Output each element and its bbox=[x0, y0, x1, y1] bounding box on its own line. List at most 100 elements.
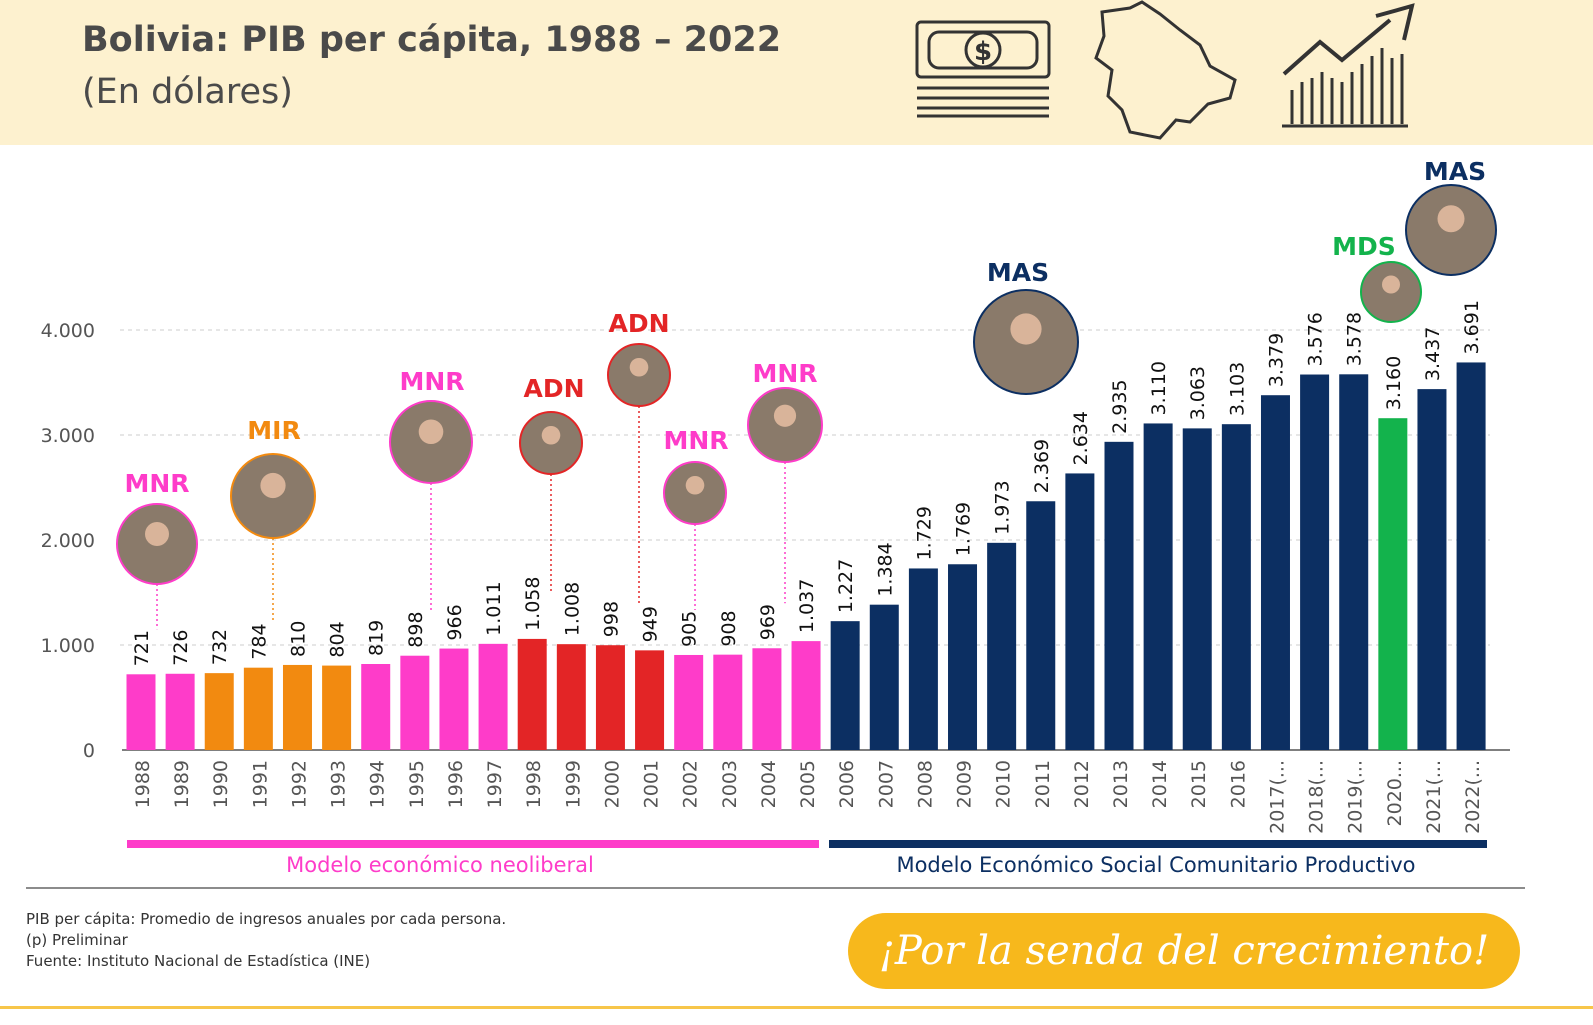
portrait-face bbox=[773, 404, 797, 427]
bar-2008 bbox=[908, 568, 938, 750]
bar-2014 bbox=[1143, 423, 1173, 750]
growth-chart-icon bbox=[1282, 3, 1415, 128]
bar-2013 bbox=[1104, 441, 1134, 750]
party-label-MDS: MDS bbox=[1332, 232, 1396, 261]
x-tick-label: 2000 bbox=[601, 760, 623, 808]
bar-1995 bbox=[400, 655, 430, 750]
y-tick-label: 0 bbox=[83, 740, 95, 762]
bar-1993 bbox=[322, 665, 352, 750]
x-tick-label: 2018(... bbox=[1306, 760, 1328, 834]
data-label: 1.008 bbox=[561, 582, 583, 636]
bar-2015 bbox=[1182, 428, 1212, 750]
data-label: 819 bbox=[366, 620, 388, 656]
y-tick-label: 4.000 bbox=[41, 320, 95, 342]
x-tick-label: 1988 bbox=[132, 760, 154, 808]
data-label: 3.576 bbox=[1305, 312, 1327, 366]
period-label: Modelo Económico Social Comunitario Prod… bbox=[896, 853, 1415, 877]
x-tick-label: 2012 bbox=[1071, 760, 1093, 808]
bolivia-map-icon bbox=[1094, 0, 1237, 140]
bar-chart: 0 1.000 2.000 3.000 4.000 721 1988 726 1989 732 19… bbox=[26, 157, 1525, 889]
bar-2019(... bbox=[1339, 374, 1369, 750]
data-label: 3.437 bbox=[1422, 327, 1444, 381]
bar-2000 bbox=[595, 645, 625, 750]
data-label: 1.973 bbox=[992, 480, 1014, 534]
bar-2016 bbox=[1221, 424, 1251, 750]
data-label: 3.110 bbox=[1148, 361, 1170, 415]
x-tick-label: 2005 bbox=[797, 760, 819, 808]
portrait-face bbox=[541, 425, 561, 445]
x-tick-label: 1990 bbox=[210, 760, 232, 808]
party-label-ADN: ADN bbox=[608, 309, 669, 338]
data-label: 804 bbox=[327, 621, 349, 657]
party-label-MNR: MNR bbox=[752, 359, 817, 388]
x-tick-label: 2017(... bbox=[1266, 760, 1288, 834]
data-label: 721 bbox=[131, 630, 153, 666]
x-tick-label: 1999 bbox=[562, 760, 584, 808]
data-label: 3.103 bbox=[1226, 362, 1248, 416]
data-label: 2.369 bbox=[1031, 439, 1053, 493]
data-label: 810 bbox=[287, 621, 309, 657]
portrait-face bbox=[629, 357, 649, 377]
x-tick-label: 1991 bbox=[249, 760, 271, 808]
x-tick-label: 2021(... bbox=[1423, 760, 1445, 834]
x-tick-label: 1995 bbox=[406, 760, 428, 808]
x-tick-label: 2016 bbox=[1227, 760, 1249, 808]
data-label: 966 bbox=[444, 604, 466, 640]
portrait-face bbox=[685, 475, 705, 495]
data-label: 905 bbox=[679, 611, 701, 647]
portrait-face bbox=[260, 472, 286, 499]
footnote-preliminary: (p) Preliminar bbox=[26, 931, 128, 949]
portrait-face bbox=[418, 419, 444, 445]
x-tick-label: 1997 bbox=[484, 760, 506, 808]
bar-1998 bbox=[517, 638, 547, 750]
portrait-face bbox=[1437, 205, 1465, 233]
bar-1999 bbox=[556, 644, 586, 750]
party-label-MNR: MNR bbox=[399, 367, 464, 396]
period-bar-neoliberal bbox=[127, 840, 819, 848]
x-tick-label: 2006 bbox=[836, 760, 858, 808]
x-tick-label: 2022(... bbox=[1462, 760, 1484, 834]
data-label: 1.769 bbox=[953, 502, 975, 556]
x-tick-label: 2008 bbox=[914, 760, 936, 808]
bar-2011 bbox=[1026, 501, 1056, 750]
bar-2003 bbox=[713, 654, 743, 750]
data-label: 2.634 bbox=[1070, 411, 1092, 465]
data-label: 1.058 bbox=[522, 577, 544, 631]
party-label-MAS: MAS bbox=[987, 258, 1049, 287]
bar-1991 bbox=[243, 667, 273, 750]
party-label-MIR: MIR bbox=[247, 416, 300, 445]
bar-2007 bbox=[869, 604, 899, 750]
bar-1992 bbox=[282, 664, 312, 750]
footnote-source: Fuente: Instituto Nacional de Estadístic… bbox=[26, 952, 371, 970]
x-tick-label: 1993 bbox=[328, 760, 350, 808]
data-label: 1.037 bbox=[796, 579, 818, 633]
bar-2002 bbox=[674, 654, 704, 750]
portrait-face bbox=[1010, 313, 1042, 345]
y-tick-label: 3.000 bbox=[41, 425, 95, 447]
bar-1989 bbox=[165, 673, 195, 750]
bar-2022(... bbox=[1456, 362, 1486, 750]
data-label: 1.227 bbox=[835, 559, 857, 613]
header-banner: Bolivia: PIB per cápita, 1988 – 2022 (En… bbox=[0, 0, 1593, 145]
x-tick-label: 2002 bbox=[680, 760, 702, 808]
data-label: 949 bbox=[640, 606, 662, 642]
svg-text:$: $ bbox=[974, 37, 992, 67]
x-tick-label: 2009 bbox=[954, 760, 976, 808]
bar-2017(... bbox=[1260, 395, 1290, 750]
data-label: 784 bbox=[248, 623, 270, 659]
x-tick-label: 1998 bbox=[523, 760, 545, 808]
x-tick-label: 2003 bbox=[719, 760, 741, 808]
data-label: 3.379 bbox=[1265, 333, 1287, 387]
bar-1997 bbox=[478, 643, 508, 750]
data-label: 998 bbox=[600, 601, 622, 637]
bar-1988 bbox=[126, 674, 156, 750]
chart-title: Bolivia: PIB per cápita, 1988 – 2022 bbox=[82, 20, 782, 60]
bar-2012 bbox=[1065, 473, 1095, 750]
party-label-MNR: MNR bbox=[663, 426, 728, 455]
x-tick-label: 2019(... bbox=[1345, 760, 1367, 834]
x-tick-label: 1992 bbox=[288, 760, 310, 808]
bar-1990 bbox=[204, 673, 234, 750]
bar-2020... bbox=[1378, 418, 1408, 750]
bar-2001 bbox=[635, 650, 665, 750]
data-label: 726 bbox=[170, 630, 192, 666]
